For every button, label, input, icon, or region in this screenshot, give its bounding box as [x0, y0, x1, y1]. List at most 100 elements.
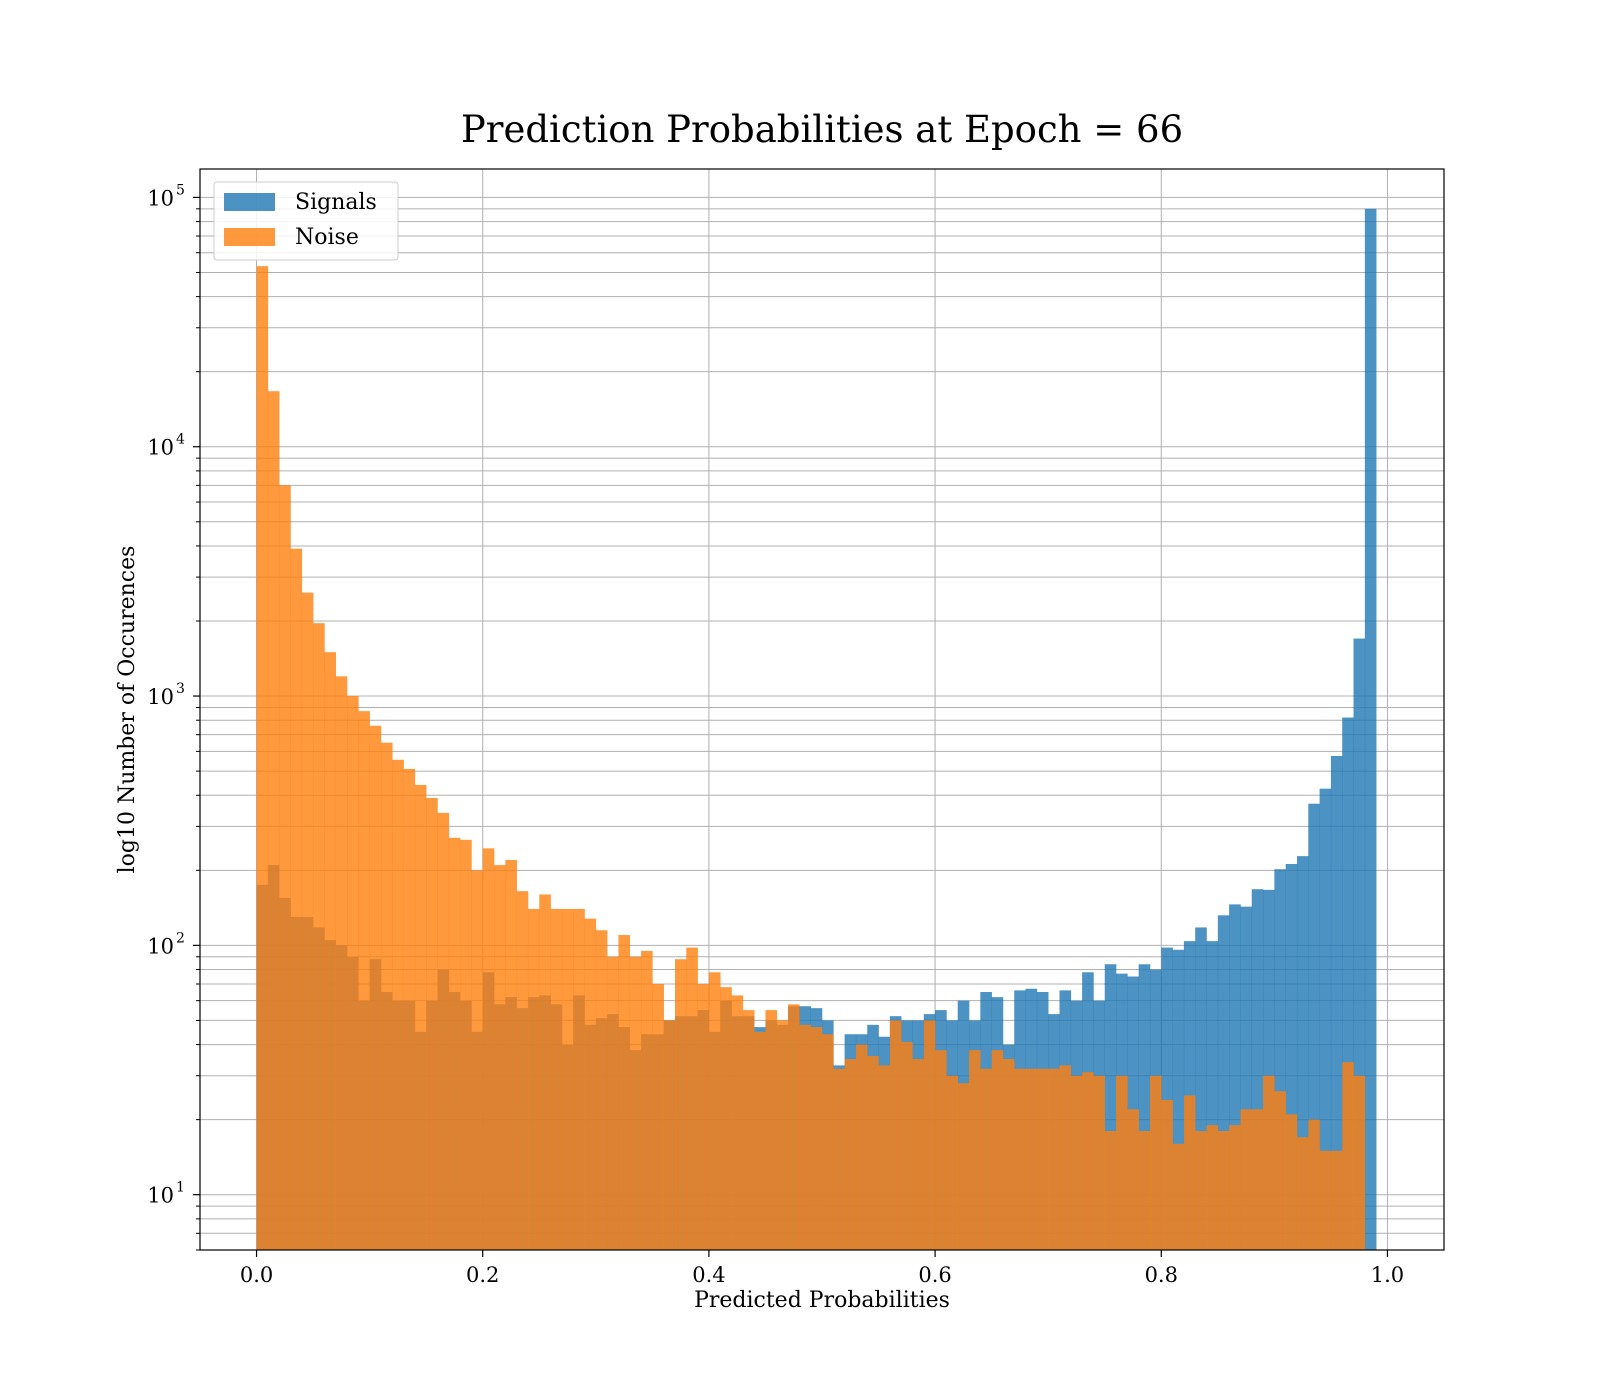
- signals-bar: [1217, 915, 1230, 1250]
- noise-bar: [946, 1075, 959, 1250]
- noise-bar: [595, 930, 608, 1250]
- noise-bar: [414, 784, 427, 1250]
- signals-bar: [1353, 638, 1366, 1250]
- x-axis-label: Predicted Probabilities: [694, 1288, 950, 1313]
- y-tick-exponent: 1: [176, 1180, 185, 1196]
- noise-bar: [708, 972, 721, 1250]
- noise-bar: [1138, 1131, 1151, 1250]
- signals-bar: [1240, 906, 1253, 1250]
- legend-swatch-noise: [224, 228, 275, 246]
- noise-bar: [799, 1024, 811, 1250]
- noise-bar: [935, 1050, 947, 1250]
- noise-bar: [1036, 1068, 1049, 1250]
- y-axis-label: log10 Number of Occurences: [115, 546, 140, 874]
- noise-bar: [1048, 1068, 1060, 1250]
- noise-bar: [1025, 1068, 1038, 1250]
- signals-bar: [1319, 788, 1332, 1250]
- y-tick-exponent: 5: [176, 182, 185, 198]
- noise-bar: [1161, 1099, 1173, 1250]
- noise-bar: [1014, 1068, 1026, 1250]
- noise-bar: [584, 918, 597, 1250]
- noise-bar: [471, 870, 484, 1250]
- noise-bar: [889, 1020, 902, 1250]
- noise-bar: [901, 1041, 913, 1250]
- signals-bar: [1161, 947, 1173, 1250]
- noise-bar: [810, 1027, 823, 1250]
- noise-bar: [1172, 1143, 1185, 1250]
- y-tick-exponent: 2: [176, 930, 185, 946]
- noise-bar: [788, 1004, 800, 1250]
- noise-bar: [448, 837, 461, 1250]
- noise-bar: [607, 956, 619, 1250]
- noise-bar: [561, 908, 574, 1250]
- signals-bar: [1172, 949, 1185, 1250]
- y-tick-label: 10: [147, 685, 174, 709]
- noise-bar: [1195, 1131, 1207, 1250]
- noise-bar: [1274, 1091, 1286, 1250]
- noise-bar: [991, 1050, 1004, 1250]
- noise-bar: [301, 592, 314, 1250]
- noise-bar: [256, 266, 269, 1250]
- noise-bar: [923, 1020, 936, 1250]
- signals-bar: [1364, 208, 1377, 1250]
- noise-bar: [1319, 1150, 1332, 1250]
- noise-bar: [1285, 1114, 1298, 1250]
- x-tick-label: 0.2: [466, 1263, 499, 1287]
- noise-bar: [1263, 1075, 1275, 1250]
- noise-bar: [290, 548, 303, 1250]
- noise-bar: [957, 1083, 970, 1250]
- noise-bar: [776, 1020, 789, 1250]
- x-tick-label: 0.0: [240, 1263, 273, 1287]
- chart-title: Prediction Probabilities at Epoch = 66: [461, 108, 1183, 151]
- noise-bar: [674, 959, 687, 1250]
- noise-bar: [1116, 1075, 1128, 1250]
- y-tick-exponent: 3: [176, 681, 185, 697]
- noise-bar: [369, 725, 382, 1250]
- plot-frame: [199, 168, 1445, 1251]
- signals-bar: [1229, 904, 1241, 1250]
- signals-bar: [1138, 964, 1151, 1250]
- noise-bar: [742, 1010, 755, 1250]
- signals-bar: [1308, 803, 1320, 1250]
- signals-bar: [1274, 869, 1286, 1250]
- y-tick-label: 10: [147, 1184, 174, 1208]
- y-tick-label: 10: [147, 186, 174, 210]
- noise-bar: [516, 891, 529, 1250]
- noise-bar: [494, 865, 506, 1250]
- y-tick-label: 10: [147, 436, 174, 460]
- noise-bar: [1240, 1109, 1253, 1250]
- noise-bar: [1070, 1075, 1083, 1250]
- noise-bar: [1206, 1125, 1219, 1250]
- legend-label-noise: Noise: [295, 225, 359, 250]
- signals-bar: [1342, 717, 1354, 1250]
- noise-bar: [822, 1034, 834, 1250]
- y-tick-label: 10: [147, 934, 174, 958]
- noise-bar: [686, 947, 698, 1250]
- noise-bar: [1251, 1109, 1264, 1250]
- noise-bar: [844, 1059, 857, 1250]
- noise-bar: [629, 956, 642, 1250]
- noise-bar: [426, 798, 438, 1250]
- x-tick-label: 0.4: [692, 1263, 725, 1287]
- noise-bar: [641, 950, 653, 1250]
- legend-swatch-signals: [224, 193, 275, 211]
- noise-bar: [573, 908, 585, 1250]
- noise-bar: [1104, 1131, 1117, 1250]
- signals-bar: [1263, 889, 1275, 1250]
- signals-bar: [1296, 856, 1309, 1250]
- x-tick-label: 0.6: [918, 1263, 951, 1287]
- noise-bar: [878, 1065, 891, 1250]
- noise-bar: [460, 839, 472, 1250]
- signals-bar: [1104, 964, 1117, 1250]
- signals-bar: [1285, 864, 1298, 1250]
- x-tick-label: 0.8: [1145, 1263, 1178, 1287]
- noise-bar: [867, 1055, 879, 1250]
- noise-series: [256, 266, 1366, 1250]
- x-tick-label: 1.0: [1371, 1263, 1404, 1287]
- noise-bar: [652, 983, 664, 1250]
- noise-bar: [482, 848, 495, 1250]
- noise-bar: [1217, 1131, 1230, 1250]
- noise-bar: [720, 987, 732, 1250]
- noise-bar: [618, 935, 631, 1250]
